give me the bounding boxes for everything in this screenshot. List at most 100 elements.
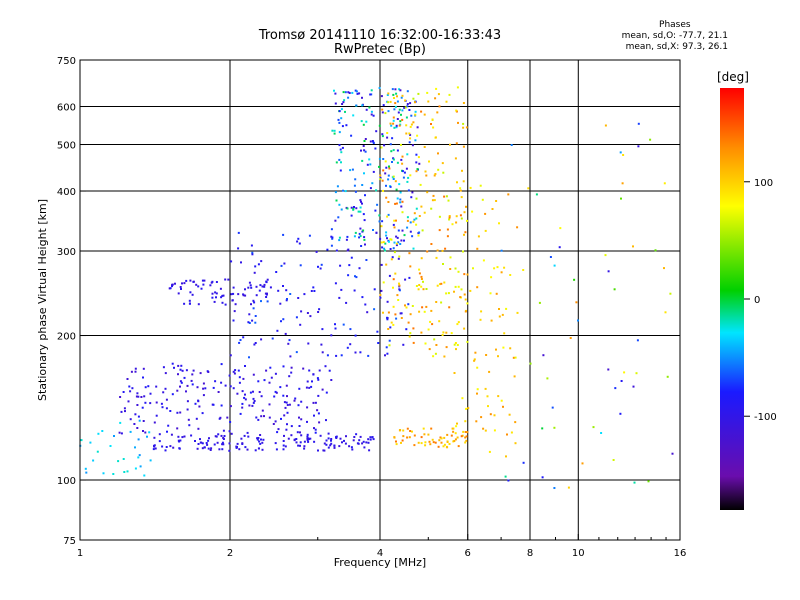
data-point: [308, 438, 310, 441]
data-point: [170, 433, 173, 436]
data-point: [448, 218, 451, 221]
data-point: [96, 450, 99, 453]
data-point: [143, 395, 146, 398]
data-point: [154, 447, 157, 450]
data-point: [387, 328, 390, 330]
data-point: [378, 124, 381, 127]
data-point: [177, 373, 179, 376]
data-point: [388, 339, 391, 342]
data-point: [176, 411, 179, 414]
data-point: [345, 435, 347, 438]
data-point: [448, 443, 451, 445]
data-point: [382, 169, 385, 172]
data-point: [138, 419, 141, 422]
data-point: [243, 396, 246, 399]
data-point: [412, 327, 415, 330]
data-point: [453, 440, 456, 442]
data-point: [308, 369, 311, 372]
data-point: [265, 369, 268, 372]
data-point: [379, 237, 382, 240]
data-point: [247, 286, 250, 289]
data-point: [405, 116, 408, 119]
data-point: [247, 435, 250, 438]
data-point: [84, 467, 87, 470]
data-point: [432, 194, 435, 197]
data-point: [343, 99, 346, 102]
data-point: [330, 439, 332, 442]
data-point: [490, 276, 493, 279]
data-point: [265, 280, 268, 283]
data-point: [337, 216, 340, 219]
data-point: [334, 102, 337, 105]
data-point: [484, 229, 487, 232]
data-point: [364, 303, 367, 306]
data-point: [415, 223, 418, 226]
data-point: [295, 441, 298, 444]
data-point: [409, 265, 412, 268]
data-point: [235, 446, 238, 448]
data-point: [382, 241, 385, 244]
data-point: [395, 92, 398, 95]
data-point: [214, 291, 217, 294]
data-point: [392, 323, 395, 326]
data-point: [457, 285, 460, 288]
data-point: [446, 235, 449, 238]
data-point: [300, 418, 303, 421]
data-point: [203, 446, 206, 449]
data-point: [335, 249, 338, 252]
data-point: [201, 412, 204, 415]
data-point: [372, 170, 375, 173]
data-point: [400, 441, 402, 444]
data-point: [370, 110, 373, 113]
data-point: [213, 300, 216, 303]
data-point: [202, 387, 205, 390]
data-point: [166, 430, 168, 433]
data-point: [622, 154, 625, 156]
data-point: [411, 144, 414, 147]
data-point: [134, 446, 136, 449]
data-point: [251, 251, 254, 254]
data-point: [432, 441, 435, 444]
data-point: [219, 287, 222, 290]
data-point: [188, 302, 191, 305]
data-point: [249, 284, 252, 287]
data-point: [282, 233, 285, 236]
data-point: [247, 321, 250, 324]
data-point: [392, 122, 395, 125]
data-point: [214, 435, 217, 438]
data-point: [467, 407, 470, 410]
data-point: [346, 235, 349, 238]
data-point: [256, 437, 259, 440]
data-point: [221, 448, 224, 451]
data-point: [153, 421, 156, 424]
data-point: [202, 394, 205, 397]
data-point: [541, 427, 544, 430]
data-point: [219, 416, 222, 419]
data-point: [409, 102, 412, 105]
data-point: [367, 441, 370, 444]
data-point: [141, 406, 144, 409]
data-point: [465, 435, 468, 438]
data-point: [355, 276, 358, 279]
data-point: [386, 352, 389, 355]
data-point: [261, 285, 264, 288]
data-point: [176, 389, 179, 392]
data-point: [221, 294, 224, 297]
data-point: [423, 433, 426, 436]
data-point: [240, 437, 243, 440]
x-tick-label: 16: [674, 548, 687, 559]
data-point: [393, 241, 396, 244]
x-tick-label: 4: [377, 548, 383, 559]
data-point: [604, 254, 607, 257]
data-point: [522, 269, 525, 271]
data-point: [403, 106, 406, 109]
data-point: [496, 266, 499, 269]
data-point: [333, 132, 336, 135]
data-point: [380, 241, 383, 244]
data-point: [186, 400, 189, 403]
data-point: [619, 412, 622, 415]
data-point: [459, 189, 462, 192]
data-point: [399, 312, 402, 315]
data-point: [443, 436, 446, 439]
data-point: [457, 321, 460, 324]
